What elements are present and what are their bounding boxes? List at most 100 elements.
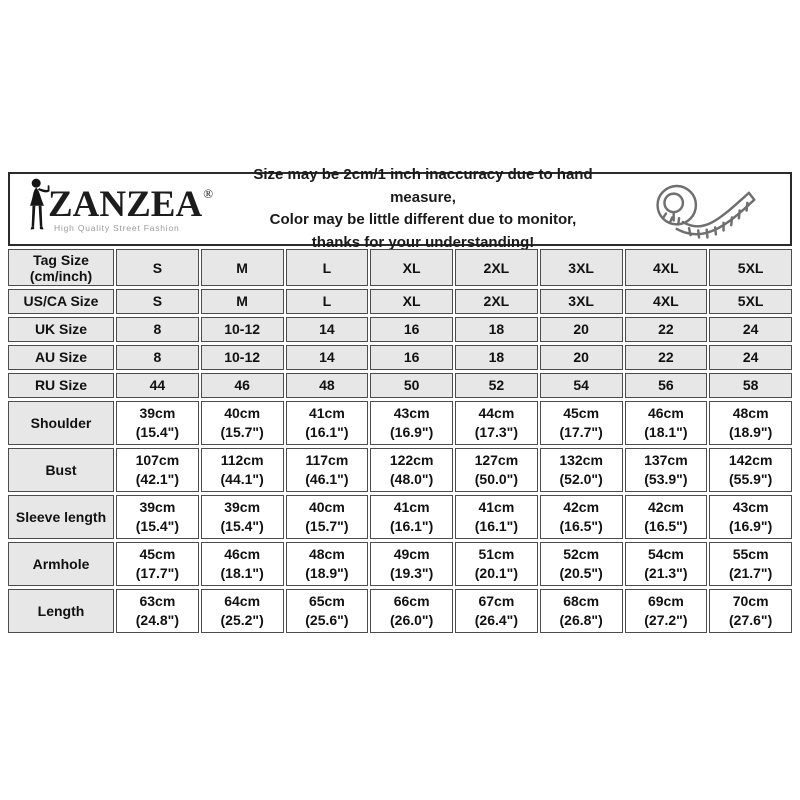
- size-cell-line: (17.7"): [135, 565, 179, 581]
- size-cell: 67cm (26.4"): [455, 589, 538, 633]
- size-cell: 4XL: [624, 289, 708, 314]
- row-label: AU Size: [8, 345, 114, 370]
- registered-mark: ®: [203, 185, 214, 201]
- woman-silhouette-icon: [30, 178, 50, 230]
- table-row: Tag Size (cm/inch) S M L XL 2XL 3XL 4XL 5XL: [8, 249, 792, 286]
- disclaimer-line-3: thanks for your understanding!: [311, 233, 535, 251]
- size-cell-line: 142cm: [728, 452, 773, 468]
- size-cell: S: [116, 289, 199, 314]
- size-cell: 44cm (17.3"): [455, 401, 538, 445]
- size-cell: 2XL: [455, 289, 538, 314]
- row-label: Tag Size (cm/inch): [8, 249, 114, 286]
- size-cell: 10-12: [200, 317, 284, 342]
- table-row: AU Size 8 10-12 14 16 18 20 22 24: [8, 345, 792, 370]
- size-table: Tag Size (cm/inch) S M L XL 2XL 3XL 4XL 5XL US/CA …: [6, 246, 794, 636]
- size-cell-line: (15.7"): [305, 518, 349, 534]
- size-cell-line: 52cm: [563, 546, 600, 562]
- size-cell: 41cm (16.1"): [285, 401, 369, 445]
- size-cell: 107cm (42.1"): [116, 448, 199, 492]
- size-cell-line: 66cm: [393, 593, 430, 609]
- size-cell: 52: [455, 373, 538, 398]
- size-cell: 117cm (46.1"): [285, 448, 369, 492]
- row-label: Shoulder: [8, 401, 114, 445]
- size-cell-line: (53.9"): [644, 471, 688, 487]
- size-cell: 127cm (50.0"): [455, 448, 538, 492]
- tape-measure-zone: [608, 176, 790, 242]
- size-cell-line: (16.1"): [390, 518, 434, 534]
- size-cell-line: (55.9"): [729, 471, 773, 487]
- row-label: RU Size: [8, 373, 114, 398]
- size-cell: 46: [200, 373, 284, 398]
- size-cell-line: 55cm: [732, 546, 769, 562]
- size-cell: 58: [709, 373, 792, 398]
- size-cell-line: (17.3"): [474, 424, 518, 440]
- size-cell-line: (21.3"): [644, 565, 688, 581]
- size-cell: M: [200, 289, 284, 314]
- size-cell-line: (44.1"): [220, 471, 264, 487]
- size-cell: 22: [624, 317, 708, 342]
- row-label-line: Tag Size: [33, 251, 89, 268]
- size-cell-line: 42cm: [647, 499, 684, 515]
- size-cell-line: 54cm: [647, 546, 684, 562]
- size-cell-line: (20.1"): [474, 565, 518, 581]
- size-cell: 42cm (16.5"): [539, 495, 623, 539]
- size-cell: 8: [116, 317, 199, 342]
- size-cell-line: (17.7"): [559, 424, 603, 440]
- size-table-body: Tag Size (cm/inch) S M L XL 2XL 3XL 4XL 5XL US/CA …: [8, 249, 792, 633]
- table-row: Armhole 45cm (17.7") 46cm (18.1") 48cm (18.9")…: [8, 542, 792, 586]
- size-cell-line: 48cm: [732, 405, 769, 421]
- size-cell: 45cm (17.7"): [539, 401, 623, 445]
- size-cell-line: (20.5"): [559, 565, 603, 581]
- row-label: Armhole: [8, 542, 114, 586]
- size-cell-line: 45cm: [563, 405, 600, 421]
- size-cell: 56: [624, 373, 708, 398]
- size-cell: 46cm (18.1"): [200, 542, 284, 586]
- size-cell-line: 69cm: [647, 593, 684, 609]
- size-cell-line: 43cm: [732, 499, 769, 515]
- size-cell-line: (52.0"): [559, 471, 603, 487]
- table-row: Shoulder 39cm (15.4") 40cm (15.7") 41cm (16.1"…: [8, 401, 792, 445]
- row-label: Bust: [8, 448, 114, 492]
- size-cell-line: (42.1"): [135, 471, 179, 487]
- size-cell-line: (16.1"): [474, 518, 518, 534]
- brand-logo: ZANZEA® High Quality Street Fashion: [10, 177, 238, 241]
- size-cell: 48cm (18.9"): [285, 542, 369, 586]
- table-row: UK Size 8 10-12 14 16 18 20 22 24: [8, 317, 792, 342]
- size-cell: 70cm (27.6"): [709, 589, 792, 633]
- size-cell: 49cm (19.3"): [370, 542, 453, 586]
- size-cell-line: (18.1"): [644, 424, 688, 440]
- size-cell: 48cm (18.9"): [709, 401, 792, 445]
- size-cell: 41cm (16.1"): [370, 495, 453, 539]
- row-label-line: (cm/inch): [29, 267, 93, 284]
- size-cell: 41cm (16.1"): [455, 495, 538, 539]
- size-cell: 45cm (17.7"): [116, 542, 199, 586]
- size-cell: 43cm (16.9"): [370, 401, 453, 445]
- size-cell-line: (48.0"): [390, 471, 434, 487]
- size-cell: 16: [370, 345, 453, 370]
- size-cell-line: 70cm: [732, 593, 769, 609]
- top-banner: ZANZEA® High Quality Street Fashion Size…: [8, 166, 792, 251]
- size-cell-line: (27.2"): [644, 612, 688, 628]
- tape-measure-icon: [656, 184, 756, 239]
- size-cell-line: 41cm: [478, 499, 515, 515]
- table-row: RU Size 44 46 48 50 52 54 56 58: [8, 373, 792, 398]
- brand-name: ZANZEA®: [48, 183, 214, 225]
- size-cell-line: (15.4"): [135, 518, 179, 534]
- size-cell-line: 132cm: [559, 452, 603, 468]
- size-cell: XL: [370, 249, 453, 286]
- size-cell: 54: [539, 373, 623, 398]
- size-cell: 46cm (18.1"): [624, 401, 708, 445]
- size-cell: 69cm (27.2"): [624, 589, 708, 633]
- size-cell: 24: [709, 317, 792, 342]
- size-cell-line: (26.8"): [559, 612, 603, 628]
- table-row: US/CA Size S M L XL 2XL 3XL 4XL 5XL: [8, 289, 792, 314]
- size-cell-line: (15.4"): [220, 518, 264, 534]
- size-cell: 3XL: [539, 289, 623, 314]
- size-cell-line: (19.3"): [390, 565, 434, 581]
- size-cell-line: (16.5"): [644, 518, 688, 534]
- size-cell-line: 39cm: [224, 499, 261, 515]
- size-cell: 42cm (16.5"): [624, 495, 708, 539]
- size-cell: 48: [285, 373, 369, 398]
- size-cell: 3XL: [539, 249, 623, 286]
- size-cell: 122cm (48.0"): [370, 448, 453, 492]
